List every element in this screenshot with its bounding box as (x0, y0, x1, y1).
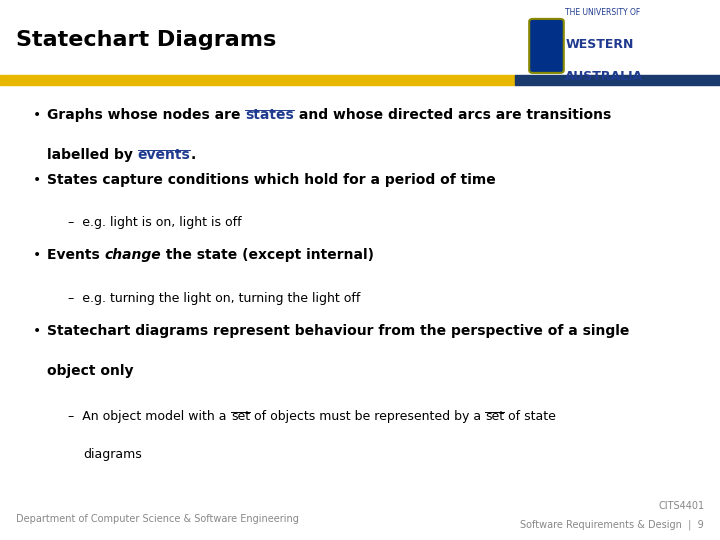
Text: –  e.g. light is on, light is off: – e.g. light is on, light is off (68, 216, 242, 229)
Text: of state: of state (504, 410, 556, 423)
Text: change: change (104, 248, 161, 262)
Text: States capture conditions which hold for a period of time: States capture conditions which hold for… (47, 173, 495, 187)
Text: •: • (32, 173, 40, 187)
Text: labelled by: labelled by (47, 148, 138, 163)
Text: Graphs whose nodes are: Graphs whose nodes are (47, 108, 246, 122)
Bar (0, 75, 515, 85)
Bar (515, 75, 720, 85)
Text: CITS4401: CITS4401 (658, 501, 704, 511)
Text: –  e.g. turning the light on, turning the light off: – e.g. turning the light on, turning the… (68, 292, 361, 305)
Text: Department of Computer Science & Software Engineering: Department of Computer Science & Softwar… (16, 515, 299, 524)
Text: events: events (138, 148, 190, 163)
Text: •: • (32, 324, 40, 338)
Text: of objects must be represented by a: of objects must be represented by a (250, 410, 485, 423)
Text: set: set (231, 410, 250, 423)
Text: the state (except internal): the state (except internal) (161, 248, 374, 262)
Text: THE UNIVERSITY OF: THE UNIVERSITY OF (565, 8, 641, 17)
Text: WESTERN: WESTERN (565, 38, 634, 51)
Text: AUSTRALIA: AUSTRALIA (565, 70, 644, 83)
Text: –  An object model with a: – An object model with a (68, 410, 231, 423)
FancyBboxPatch shape (529, 19, 564, 73)
Text: Statechart Diagrams: Statechart Diagrams (16, 30, 276, 50)
Text: •: • (32, 248, 40, 262)
Text: states: states (246, 108, 294, 122)
Text: and whose directed arcs are transitions: and whose directed arcs are transitions (294, 108, 611, 122)
Text: •: • (32, 108, 40, 122)
Text: diagrams: diagrams (83, 448, 142, 461)
Text: .: . (190, 148, 196, 163)
Text: Statechart diagrams represent behaviour from the perspective of a single: Statechart diagrams represent behaviour … (47, 324, 629, 338)
Text: Software Requirements & Design  |  9: Software Requirements & Design | 9 (521, 519, 704, 530)
Text: object only: object only (47, 364, 133, 379)
Text: Events: Events (47, 248, 104, 262)
Text: set: set (485, 410, 504, 423)
